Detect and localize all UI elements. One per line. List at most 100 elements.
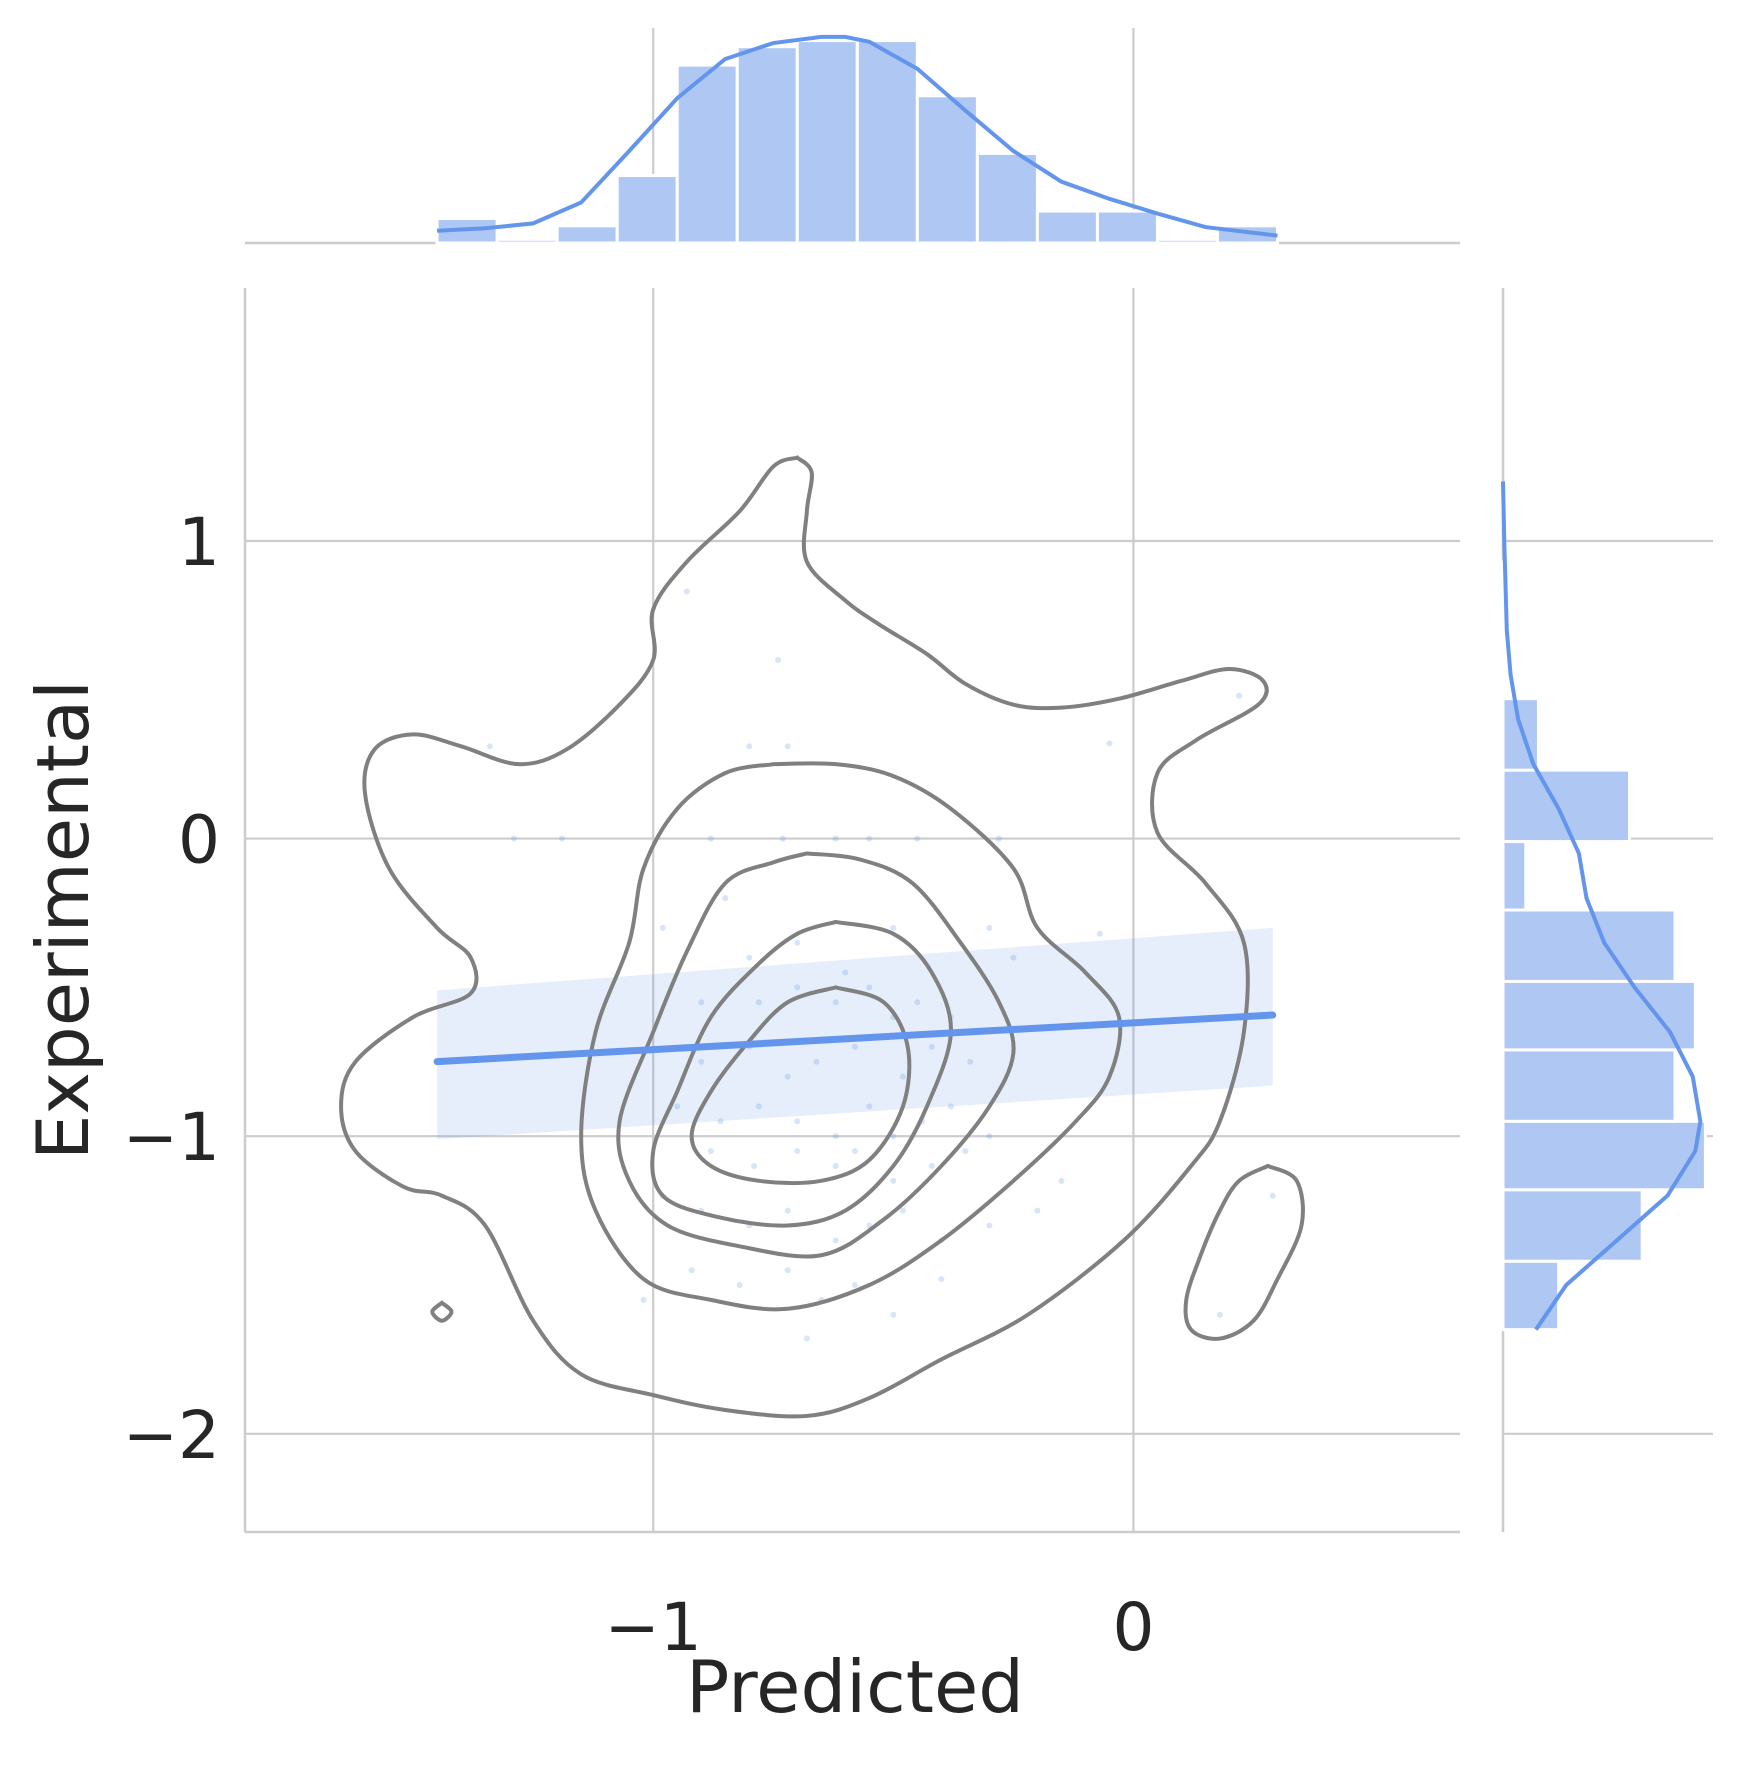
scatter-point xyxy=(967,1058,974,1065)
kde-contour-7 xyxy=(430,1300,454,1323)
confidence-band xyxy=(437,927,1273,1140)
scatter-point xyxy=(707,1148,714,1155)
marginal-y-bar xyxy=(1501,840,1528,912)
marginal-y-panel xyxy=(1501,288,1713,1532)
x-tick-label: 0 xyxy=(1112,1589,1154,1666)
marginal-x-bar xyxy=(1155,237,1219,245)
scatter-point xyxy=(890,1133,897,1140)
scatter-point xyxy=(962,1148,969,1155)
scatter-point xyxy=(832,835,839,842)
y-tick-label: 1 xyxy=(178,504,220,581)
marginal-y-bar xyxy=(1501,979,1697,1052)
scatter-point xyxy=(832,1162,839,1169)
marginal-x-kde xyxy=(436,34,1278,238)
scatter-point xyxy=(746,743,753,750)
scatter-point xyxy=(928,1162,935,1169)
main-panel: −1 0 −2 −1 0 1 xyxy=(123,288,1460,1666)
scatter-point xyxy=(851,1148,858,1155)
scatter-point xyxy=(832,999,839,1006)
marginal-x-bar xyxy=(795,39,859,245)
marginal-y-bar xyxy=(1501,768,1632,844)
scatter-point xyxy=(832,1237,839,1244)
scatter-point xyxy=(986,924,993,931)
scatter-point xyxy=(1096,930,1103,937)
y-tick-label: −2 xyxy=(123,1397,220,1474)
scatter-point xyxy=(707,835,714,842)
scatter-point xyxy=(842,969,849,976)
marginal-x-bar xyxy=(675,63,739,245)
marginal-y-bar xyxy=(1501,1119,1707,1192)
scatter-point xyxy=(683,588,690,595)
scatter-point xyxy=(794,1148,801,1155)
scatter-point xyxy=(659,924,666,931)
marginal-x-bar xyxy=(975,151,1039,245)
scatter-point xyxy=(736,1281,743,1288)
scatter-point xyxy=(1058,1177,1065,1184)
marginal-x-bar xyxy=(495,237,559,245)
kde-contour-2 xyxy=(579,761,1123,1312)
scatter-point xyxy=(698,1058,705,1065)
scatter-point xyxy=(688,1267,695,1274)
marginal-x-panel xyxy=(245,28,1460,245)
scatter-point xyxy=(784,743,791,750)
scatter-point xyxy=(1269,1192,1276,1199)
marginal-x-bar xyxy=(915,94,979,245)
scatter-point xyxy=(1010,954,1017,961)
marginal-y-bar xyxy=(1501,1259,1561,1332)
scatter-point xyxy=(899,1207,906,1214)
scatter-point xyxy=(751,1162,758,1169)
scatter-point xyxy=(899,1073,906,1080)
scatter-point xyxy=(794,939,801,946)
marginal-x-bar xyxy=(1035,209,1099,245)
scatter-point xyxy=(866,984,873,991)
scatter-point xyxy=(779,835,786,842)
y-axis-label: Experimental xyxy=(21,680,105,1160)
marginal-x-bar xyxy=(555,224,619,245)
scatter-point xyxy=(794,984,801,991)
scatter-point xyxy=(938,1276,945,1283)
scatter-point xyxy=(851,1043,858,1050)
kde-contour-6 xyxy=(1183,1163,1305,1341)
y-tick-label: 0 xyxy=(178,802,220,879)
scatter-point xyxy=(1216,1311,1223,1318)
scatter-point xyxy=(813,1058,820,1065)
marginal-y-kde xyxy=(1501,481,1703,1331)
x-tick-label: −1 xyxy=(605,1589,702,1666)
scatter-point xyxy=(755,999,762,1006)
scatter-point xyxy=(1106,740,1113,747)
scatter-point xyxy=(784,1073,791,1080)
marginal-x-bar xyxy=(1095,209,1159,245)
marginal-x-bar xyxy=(855,39,919,245)
scatter-point xyxy=(986,1133,993,1140)
marginal-y-bar xyxy=(1501,1048,1677,1123)
scatter-point xyxy=(755,1103,762,1110)
kde-contour-4 xyxy=(650,919,953,1228)
scatter-point xyxy=(784,1267,791,1274)
scatter-point xyxy=(928,1043,935,1050)
kde-contour-3 xyxy=(616,851,1016,1259)
scatter-point xyxy=(717,1118,724,1125)
scatter-point xyxy=(722,895,729,902)
marginal-x-bar xyxy=(735,45,799,245)
scatter-point xyxy=(995,835,1002,842)
scatter-point xyxy=(947,1103,954,1110)
scatter-point xyxy=(890,924,897,931)
scatter-point xyxy=(851,1281,858,1288)
scatter-point xyxy=(794,1118,801,1125)
marginal-x-bar xyxy=(615,174,679,245)
scatter-point xyxy=(640,1296,647,1303)
scatter-point xyxy=(746,954,753,961)
scatter-point xyxy=(986,1222,993,1229)
scatter-point xyxy=(914,835,921,842)
marginal-y-bar xyxy=(1501,908,1677,983)
scatter-point xyxy=(674,1103,681,1110)
scatter-point xyxy=(914,999,921,1006)
scatter-point xyxy=(866,835,873,842)
kde-contour-1 xyxy=(339,455,1269,1419)
scatter-point xyxy=(1236,692,1243,699)
scatter-point xyxy=(698,999,705,1006)
scatter-point xyxy=(866,1103,873,1110)
marginal-y-bar xyxy=(1501,628,1508,701)
scatter-point xyxy=(558,835,565,842)
